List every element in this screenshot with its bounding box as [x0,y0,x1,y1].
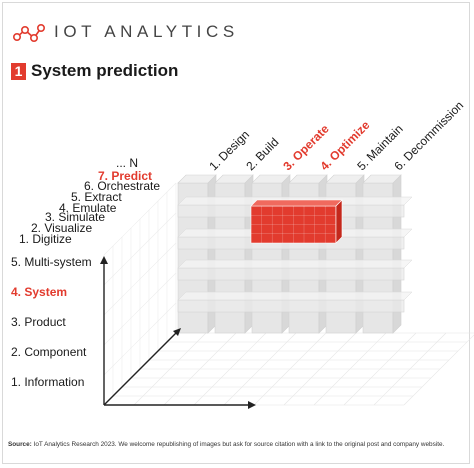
hierarchy-label-information: 1. Information [11,375,85,389]
slab [177,291,413,313]
title-number-badge: 1 [11,63,26,80]
capability-label-digitize: 1. Digitize [19,232,72,246]
brand-name: IOT ANALYTICS [54,22,239,41]
capability-label-visualize: 2. Visualize [31,221,93,235]
frame [2,2,470,464]
iot-analytics-logo-icon [12,24,45,43]
source-label: Source: [8,441,32,448]
hierarchy-label-component: 2. Component [11,345,87,359]
vertical-axis-arrow-icon [100,256,108,264]
slab [177,259,413,281]
capability-label-simulate: 3. Simulate [45,210,106,224]
highlight-top [250,199,343,207]
capability-label-emulate: 4. Emulate [59,201,117,215]
diagonal-axis [103,331,178,406]
hierarchy-label-multi-system: 5. Multi-system [11,255,92,269]
highlight-side [335,199,343,244]
hierarchy-label-system: 4. System [11,285,68,299]
source-text: IoT Analytics Research 2023. We welcome … [33,441,445,448]
capability-label-orchestrate: 6. Orchestrate [84,179,161,193]
capability-label-predict: 7. Predict [98,169,153,183]
diagonal-axis-arrow-icon [173,328,181,336]
page-title: System prediction [31,61,179,80]
source-note: Source: IoT Analytics Research 2023. We … [8,441,444,448]
capability-label-n: ... N [116,156,139,170]
hierarchy-label-product: 3. Product [11,315,66,329]
highlight-block [250,199,343,244]
horizontal-axis-arrow-icon [248,401,256,409]
capability-label-extract: 5. Extract [71,190,122,204]
